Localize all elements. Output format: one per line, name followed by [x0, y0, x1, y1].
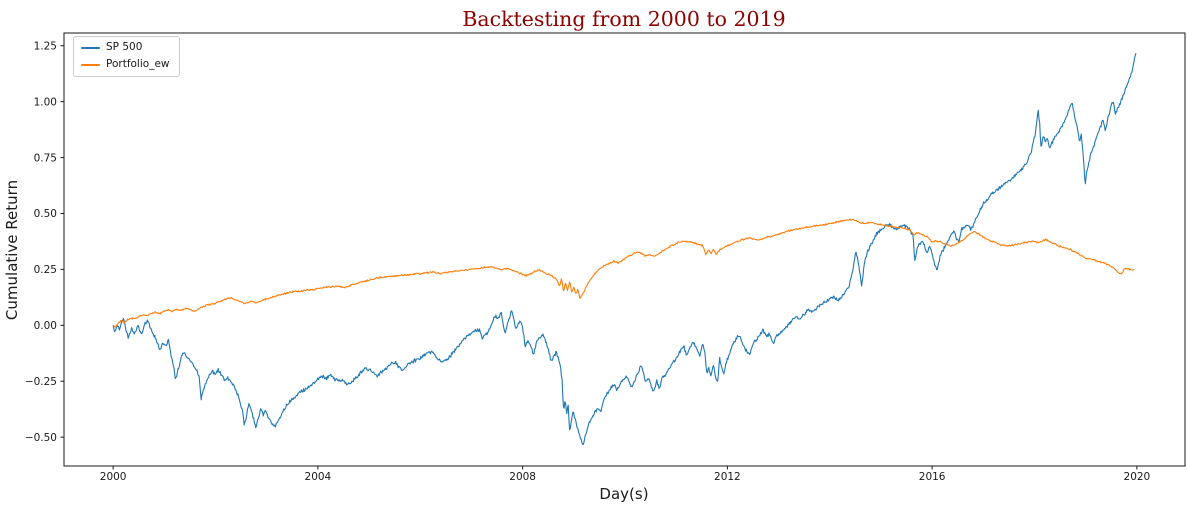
y-tick-label: −0.25 [25, 376, 57, 388]
plot-frame [63, 32, 1186, 467]
y-axis-ticks: −0.50 −0.25 0.00 0.25 0.50 0.75 1.00 1.25 [25, 40, 64, 444]
portfolio-ew-line-swatch [81, 63, 100, 66]
legend: SP 500 Portfolio_ew [73, 36, 180, 77]
y-tick-label: −0.50 [25, 432, 57, 444]
x-tick-label: 2008 [509, 471, 536, 483]
x-tick-label: 2004 [305, 471, 332, 483]
x-tick-label: 2020 [1124, 471, 1151, 483]
legend-item-sp500: SP 500 [81, 41, 170, 54]
y-tick-label: 1.25 [34, 40, 57, 52]
legend-item-portfolio-ew: Portfolio_ew [81, 58, 170, 71]
y-tick-label: 0.25 [34, 264, 57, 276]
x-tick-label: 2012 [714, 471, 741, 483]
sp500-line-swatch [81, 46, 100, 49]
y-tick-label: 1.00 [34, 96, 57, 108]
legend-label-portfolio-ew: Portfolio_ew [106, 58, 170, 70]
y-tick-label: 0.50 [34, 208, 57, 220]
x-tick-label: 2000 [100, 471, 127, 483]
y-axis-label: Cumulative Return [3, 180, 21, 320]
chart-title: Backtesting from 2000 to 2019 [462, 7, 785, 31]
series-line-portfolio-ew [112, 218, 1135, 328]
y-tick-label: 0.75 [34, 152, 57, 164]
legend-label-sp500: SP 500 [106, 41, 143, 53]
x-axis-ticks: 2000 2004 2008 2012 2016 2020 [100, 466, 1150, 483]
y-tick-label: 0.00 [34, 320, 57, 332]
series-line-sp-500 [112, 53, 1137, 445]
x-axis-label: Day(s) [599, 485, 648, 503]
x-tick-label: 2016 [919, 471, 946, 483]
